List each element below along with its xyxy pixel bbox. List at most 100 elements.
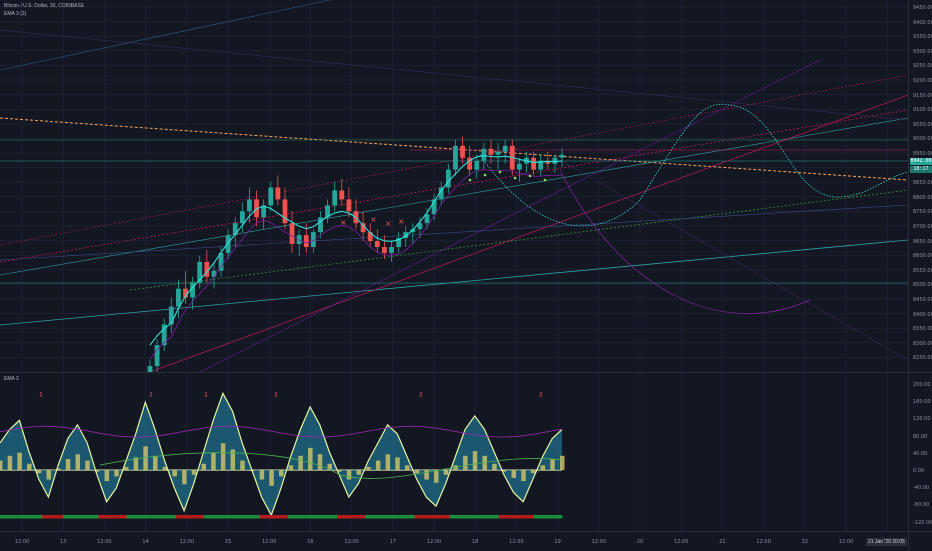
histogram-bar xyxy=(269,470,274,486)
trend-status-bar xyxy=(0,515,563,519)
indicator-legend-ema[interactable]: EMA 3 (3) xyxy=(4,11,27,17)
purple-steep-line xyxy=(199,59,821,372)
status-segment xyxy=(210,515,219,519)
histogram-bar xyxy=(327,463,332,471)
candle-body xyxy=(467,157,473,170)
sell-signal-marker: × xyxy=(352,215,359,224)
histogram-bar xyxy=(511,470,517,478)
price-tick-label: 8800.00 xyxy=(913,194,932,201)
green-dashed-trendline xyxy=(129,189,908,291)
time-tick-label: 13 xyxy=(60,539,67,545)
projection-cycle-curve xyxy=(479,103,908,227)
candle-body xyxy=(289,223,295,245)
histogram-bar xyxy=(220,443,226,471)
status-segment xyxy=(442,515,450,519)
histogram-bar xyxy=(230,449,236,471)
candle-body xyxy=(154,345,160,367)
status-segment xyxy=(203,515,212,519)
histogram-bar xyxy=(36,470,42,474)
status-segment xyxy=(505,515,514,519)
status-segment xyxy=(498,515,507,519)
status-segment xyxy=(288,515,296,519)
histogram-bar xyxy=(356,470,362,475)
candle-body xyxy=(417,223,423,230)
histogram-bar xyxy=(375,460,381,471)
price-tick-label: 9000.00 xyxy=(913,136,932,143)
histogram-bar xyxy=(56,468,61,471)
status-segment xyxy=(182,515,190,519)
purple-projection-arc xyxy=(559,169,811,314)
oscillator-area xyxy=(0,393,562,516)
status-segment xyxy=(379,515,387,519)
candle-body xyxy=(282,199,288,224)
histogram-bar xyxy=(240,460,245,471)
candle-body xyxy=(325,205,330,218)
pane-divider[interactable] xyxy=(0,372,932,373)
histogram-bar xyxy=(162,466,168,471)
oscillator-canvas[interactable]: ⇩ ⇩ ⇩ ⇩ ⇩ ⇩ xyxy=(0,373,908,531)
time-tick-label: 16 xyxy=(307,539,314,545)
date-label: 21 Jan '20 xyxy=(868,539,891,545)
symbol-title[interactable]: Bitcoin / U.S. Dollar, 30, COINBASE xyxy=(4,3,85,9)
status-segment xyxy=(91,515,99,519)
candle-body xyxy=(559,154,565,158)
histogram-bar xyxy=(191,470,197,475)
candle-body xyxy=(516,163,522,170)
down-arrow-marker: ⇩ xyxy=(418,391,424,399)
status-segment xyxy=(463,515,471,519)
status-segment xyxy=(147,515,155,519)
histogram-bar xyxy=(17,452,22,471)
status-segment xyxy=(126,515,134,519)
candle-body xyxy=(161,324,167,346)
histogram-bar xyxy=(434,470,439,483)
candle-body xyxy=(261,205,267,218)
time-tick-label: 12:00 xyxy=(838,539,854,545)
status-segment xyxy=(351,515,359,519)
status-segment xyxy=(470,515,478,519)
price-tick-label: 9250.00 xyxy=(913,63,932,70)
histogram-bar xyxy=(540,465,546,471)
status-segment xyxy=(316,515,324,519)
oscillator-axis[interactable]: 200.00 160.00 120.00 80.00 40.00 0.00 -40.00 -8… xyxy=(908,373,932,531)
price-chart-canvas[interactable]: × × × × × xyxy=(0,0,908,372)
status-segment xyxy=(35,515,43,519)
status-segment xyxy=(344,515,352,519)
histogram-bar xyxy=(424,470,429,480)
candle-body xyxy=(374,241,380,248)
time-tick-label: 12:00 xyxy=(14,539,30,545)
status-segment xyxy=(386,515,394,519)
status-segment xyxy=(323,515,331,519)
time-tick-label: 12:00 xyxy=(673,539,689,545)
price-tick-label: 8550.00 xyxy=(913,267,932,274)
histogram-bar xyxy=(337,470,342,472)
price-chart-pane[interactable]: × × × × × Bitcoin / U.S. Dollar, 30, COINBAS… xyxy=(0,0,908,372)
oscillator-tick-label: -120.00 xyxy=(913,519,932,526)
histogram-bar xyxy=(104,470,110,482)
oscillator-pane[interactable]: ⇩ ⇩ ⇩ ⇩ ⇩ ⇩ EMA 2 xyxy=(0,373,908,531)
candle-body xyxy=(360,223,366,233)
status-segment xyxy=(224,515,233,519)
candle-body xyxy=(502,145,508,152)
price-tick-label: 9400.00 xyxy=(913,19,932,26)
price-tick-label: 8850.00 xyxy=(913,180,932,187)
histogram-bar xyxy=(501,470,507,472)
status-segment xyxy=(519,515,528,519)
histogram-bar xyxy=(75,454,81,471)
signal-curve xyxy=(99,452,563,479)
histogram-bar xyxy=(317,454,323,471)
histogram-bar xyxy=(443,470,449,475)
status-segment xyxy=(302,515,310,519)
price-axis[interactable]: 9450.00 9400.00 9350.00 9300.00 9250.00 9200.… xyxy=(908,0,932,372)
price-tick-label: 9100.00 xyxy=(913,107,932,114)
status-segment xyxy=(428,515,436,519)
price-tick-label: 8400.00 xyxy=(913,311,932,318)
sell-signal-marker: × xyxy=(398,217,405,226)
histogram-bar xyxy=(85,460,90,471)
time-axis[interactable]: 12:00 13 12:00 14 12:00 15 12:00 16 12:00 17 12:00… xyxy=(0,531,908,551)
candle-body xyxy=(275,187,281,200)
status-segment xyxy=(435,515,443,519)
status-segment xyxy=(245,515,254,519)
oscillator-legend[interactable]: EMA 2 xyxy=(4,376,19,382)
histogram-bar xyxy=(0,460,3,471)
